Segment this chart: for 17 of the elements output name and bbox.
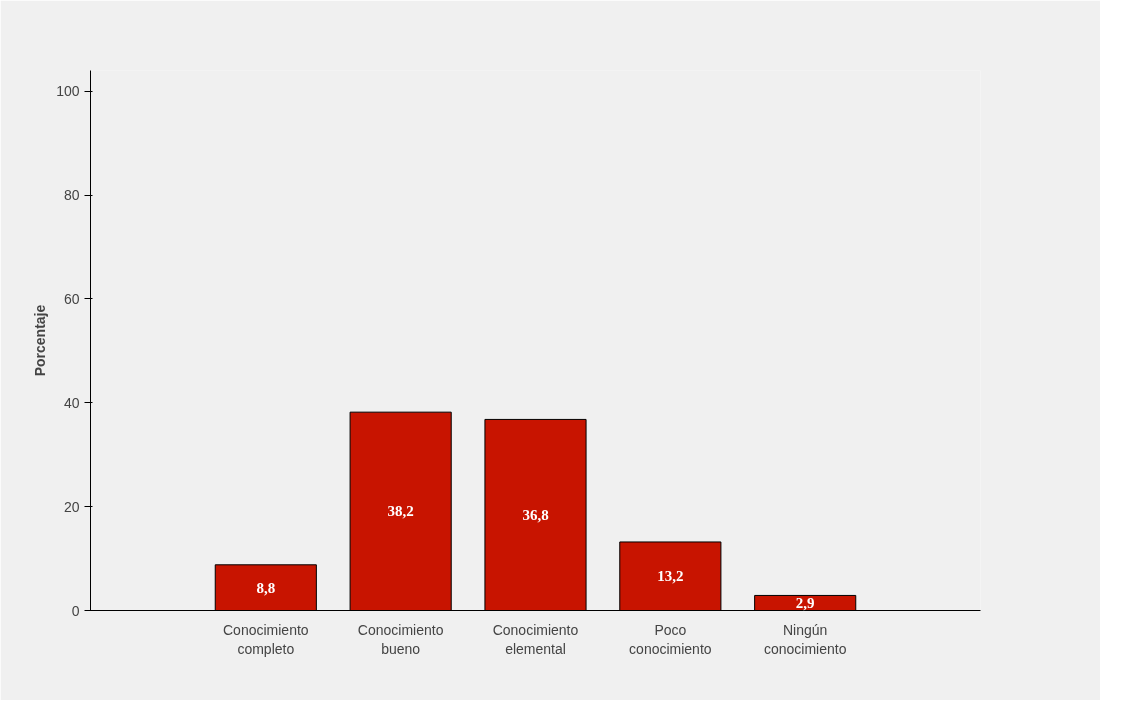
y-tick-label: 60 (63, 290, 80, 307)
y-tick-label: 0 (71, 602, 80, 619)
data-label: 13,2 (657, 568, 684, 585)
x-tick-label: Ningún conocimiento (763, 621, 847, 657)
x-tick-label: Poco conocimiento (629, 621, 712, 657)
data-label: 2,9 (795, 594, 815, 611)
data-label: 8,8 (256, 579, 276, 596)
x-tick-label: Conocimiento elemental (492, 621, 579, 657)
y-tick-label: 20 (63, 498, 80, 515)
x-tick-label: Conocimiento completo (223, 621, 309, 657)
data-label: 36,8 (522, 506, 549, 523)
y-axis-title: Porcentaje (32, 304, 49, 377)
data-label: 38,2 (387, 503, 414, 520)
y-tick-label: 80 (63, 187, 80, 204)
y-tick-label: 100 (56, 83, 80, 100)
x-tick-label: Conocimiento bueno (357, 621, 444, 657)
y-tick-label: 40 (63, 394, 80, 411)
